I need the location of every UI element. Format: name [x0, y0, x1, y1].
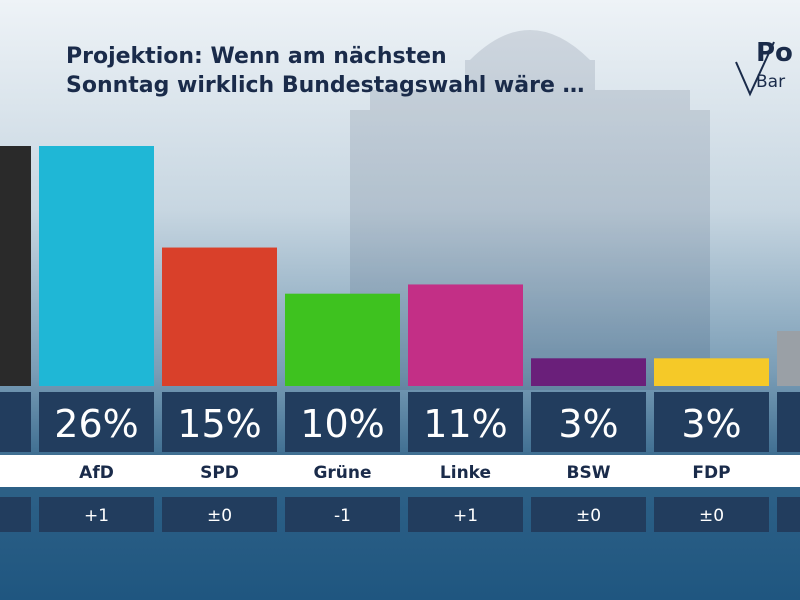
party-label-1: AfD — [79, 463, 114, 483]
title-line-2: Sonntag wirklich Bundestagswahl wäre … — [66, 73, 585, 98]
bar-7 — [777, 331, 800, 386]
bar-2 — [162, 247, 277, 386]
party-label-bg-4 — [404, 455, 527, 487]
party-label-bg-2 — [158, 455, 281, 487]
value-label-6: 3% — [681, 402, 741, 446]
value-label-3: 10% — [300, 402, 384, 446]
value-label-4: 11% — [423, 402, 507, 446]
change-box-1 — [39, 497, 154, 532]
party-label-bg-3 — [281, 455, 404, 487]
bar-0 — [0, 146, 31, 386]
change-label-6: ±0 — [699, 506, 724, 526]
change-box-2 — [162, 497, 277, 532]
title-line-1: Projektion: Wenn am nächsten — [66, 44, 447, 69]
value-box-0 — [0, 392, 31, 452]
change-label-2: ±0 — [207, 506, 232, 526]
change-label-3: -1 — [334, 506, 351, 526]
party-label-bg-5 — [527, 455, 650, 487]
bar-3 — [285, 293, 400, 386]
value-box-7 — [777, 392, 800, 452]
party-label-bg-1 — [35, 455, 158, 487]
party-label-bg-6 — [650, 455, 773, 487]
bar-5 — [531, 358, 646, 386]
party-label-3: Grüne — [313, 463, 371, 483]
change-box-0 — [0, 497, 31, 532]
party-label-2: SPD — [200, 463, 239, 483]
party-label-bg-0 — [0, 455, 35, 487]
chart-title: Projektion: Wenn am nächsten Sonntag wir… — [66, 42, 666, 100]
change-label-4: +1 — [453, 506, 478, 526]
politbarometer-logo: Po Bar — [730, 32, 800, 102]
logo-text-line-1: Po — [756, 38, 793, 68]
logo-text-line-2: Bar — [756, 72, 786, 92]
change-label-1: +1 — [84, 506, 109, 526]
change-box-7 — [777, 497, 800, 532]
party-label-5: BSW — [567, 463, 611, 483]
value-label-5: 3% — [558, 402, 618, 446]
value-box-1 — [39, 392, 154, 452]
change-label-5: ±0 — [576, 506, 601, 526]
value-box-2 — [162, 392, 277, 452]
change-box-6 — [654, 497, 769, 532]
value-label-2: 15% — [177, 402, 261, 446]
change-box-5 — [531, 497, 646, 532]
value-label-1: 26% — [54, 402, 138, 446]
value-box-5 — [531, 392, 646, 452]
party-label-6: FDP — [692, 463, 730, 483]
bar-4 — [408, 284, 523, 386]
bar-1 — [39, 146, 154, 386]
value-box-6 — [654, 392, 769, 452]
value-box-3 — [285, 392, 400, 452]
logo-check-icon — [735, 41, 775, 97]
bar-6 — [654, 358, 769, 386]
party-label-bg-7 — [773, 455, 800, 487]
value-box-4 — [408, 392, 523, 452]
change-box-4 — [408, 497, 523, 532]
change-box-3 — [285, 497, 400, 532]
party-label-4: Linke — [440, 463, 491, 483]
